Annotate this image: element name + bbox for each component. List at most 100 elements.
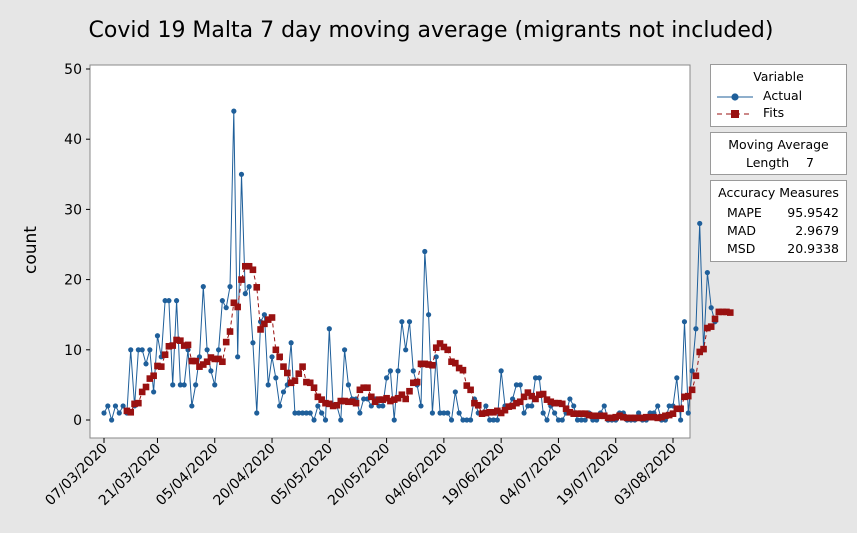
actual-point [674,375,680,381]
actual-point [574,417,581,423]
fits-point [276,353,283,361]
actual-point [120,403,126,409]
fits-point [497,409,505,417]
actual-point [139,347,145,353]
fits-point [287,379,295,387]
fits-point [723,308,730,316]
fits-point [673,405,681,413]
fits-point [238,276,245,283]
fits-point [539,390,547,398]
fits-point [123,407,131,415]
fits-point [157,363,165,370]
moving-average-length-value: 7 [806,155,814,170]
actual-point [223,305,229,311]
actual-point [445,410,451,416]
fits-point [474,401,482,409]
fits-point [505,403,513,410]
actual-point [303,410,309,416]
y-tick-label: 40 [64,132,82,148]
fits-point [459,366,467,374]
actual-point [681,319,688,325]
fits-point [241,262,249,270]
fits-point [245,262,253,270]
fits-point [696,348,704,356]
legend-variable-title: Variable [753,69,804,84]
fits-point [291,377,299,384]
actual-point [212,382,218,388]
accuracy-row-mape: MAPE 95.9542 [727,205,839,221]
fits-point [150,372,157,380]
fits-point [280,363,287,370]
fits-point [387,397,394,405]
legend-actual-label: Actual [763,88,803,103]
actual-point [708,305,714,311]
fits-point [677,405,684,413]
fits-point [516,398,524,406]
fits-point [199,361,207,368]
fits-point [417,360,425,368]
fits-point [341,397,348,405]
fits-point [509,402,516,410]
fits-point [704,324,711,332]
fits-point [398,391,406,399]
fits-point [440,343,448,351]
legend-fits-label: Fits [763,105,785,120]
actual-point [277,403,283,409]
fits-point [379,396,387,403]
fits-point [215,355,222,363]
fits-point [257,326,264,333]
actual-point [319,410,325,416]
x-axis: 07/03/202021/03/202005/04/202020/04/2020… [42,438,680,509]
actual-point [448,417,455,423]
actual-point [292,410,298,416]
fits-point [165,342,173,350]
fits-point [203,358,211,366]
actual-point [494,417,500,423]
fits-point [333,401,341,409]
fits-point [196,363,203,370]
fits-point [501,406,509,414]
fits-point [658,413,665,421]
fits-point [272,346,280,354]
fits-point [604,414,612,422]
fits-point [222,338,230,346]
actual-point [704,269,710,276]
legend-actual-marker [731,93,739,101]
accuracy-row-msd: MSD 20.9338 [727,241,839,257]
actual-point [529,403,535,409]
actual-point [689,368,695,374]
actual-point [655,403,661,409]
fits-point [566,408,574,416]
actual-point [540,410,546,416]
fits-point [138,388,146,396]
actual-point [460,417,466,423]
fits-point [368,393,375,401]
fits-point [490,408,497,416]
fits-point [520,393,528,401]
actual-point [582,417,588,423]
fits-point [318,396,325,403]
y-axis: 0 10 20 30 40 50 [64,62,90,429]
fits-point [532,395,539,403]
fits-point [524,389,532,396]
fits-point [581,410,589,417]
fits-point [551,399,558,407]
actual-point [666,403,672,409]
fits-point [375,396,383,403]
fits-point [154,362,161,370]
actual-series [101,108,718,423]
fits-point [639,414,646,422]
actual-point [105,403,111,409]
fits-point [646,413,654,421]
fits-point [348,398,356,406]
y-tick-label: 30 [64,202,82,218]
actual-point [399,319,405,325]
actual-point [208,368,214,374]
actual-point [109,417,115,423]
actual-point [636,410,642,416]
actual-point [231,108,237,114]
actual-point [685,410,691,416]
actual-point [280,389,287,395]
fits-point [219,358,226,366]
